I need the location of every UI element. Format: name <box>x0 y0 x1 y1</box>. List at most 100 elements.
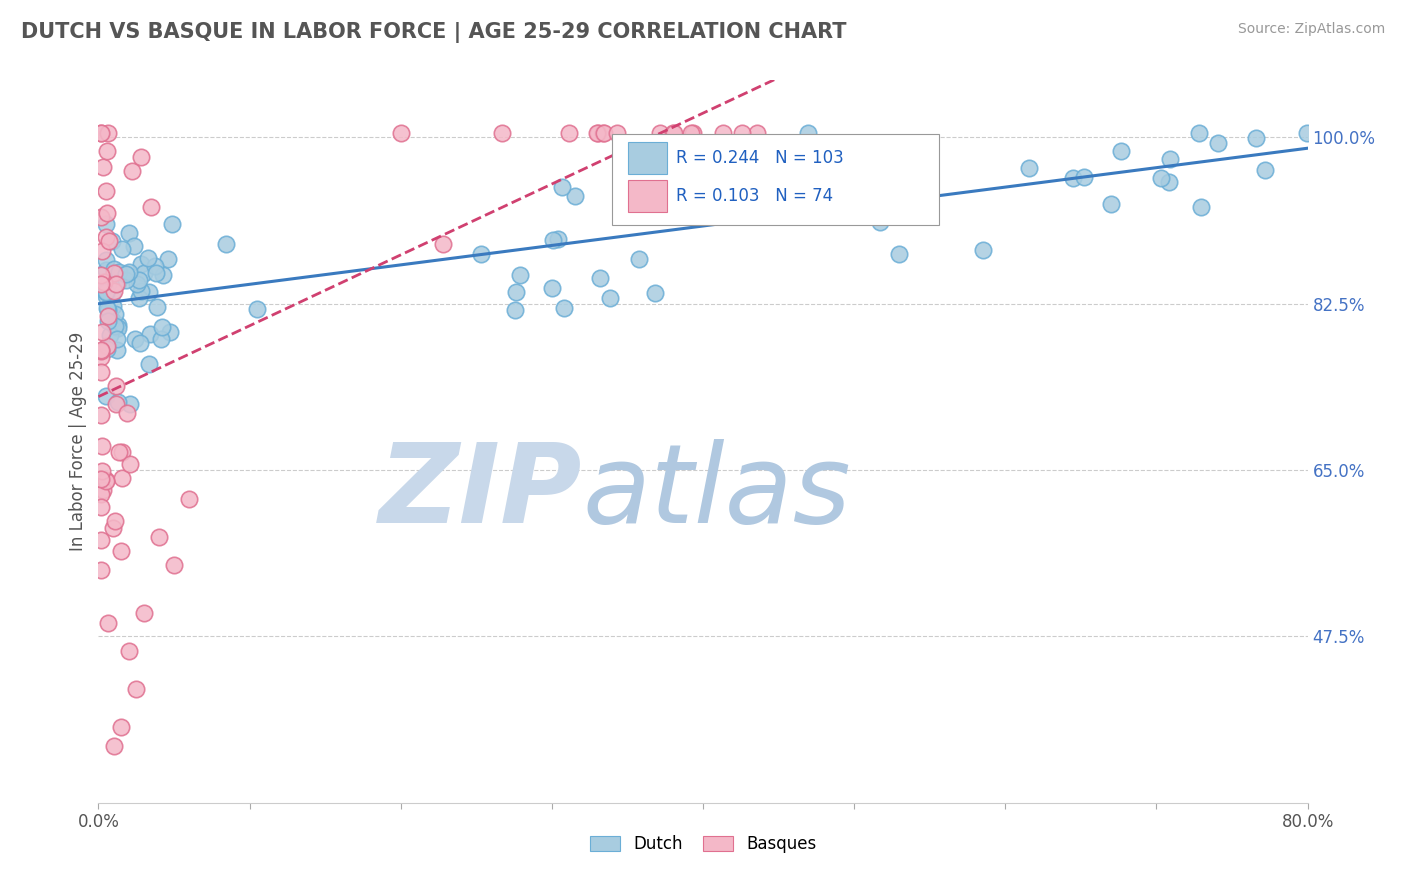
Point <box>111 444 134 458</box>
Point <box>179 491 201 506</box>
Point <box>97 314 120 328</box>
Point <box>96 342 118 356</box>
Point <box>432 236 454 251</box>
Point <box>551 179 574 194</box>
Point <box>105 332 128 346</box>
Point <box>91 439 114 453</box>
Point <box>215 236 238 251</box>
Point <box>124 332 146 346</box>
Point <box>110 544 132 558</box>
Point <box>246 301 269 316</box>
Point <box>118 643 141 657</box>
Point <box>491 126 513 140</box>
Point <box>558 126 581 140</box>
Point <box>107 318 129 332</box>
Point <box>90 408 112 422</box>
Point <box>789 195 811 210</box>
Point <box>104 277 127 291</box>
Point <box>94 474 117 488</box>
Legend: Dutch, Basques: Dutch, Basques <box>583 828 823 860</box>
Point <box>94 285 117 300</box>
Point <box>150 332 173 346</box>
Point <box>90 126 112 140</box>
Text: R = 0.103   N = 74: R = 0.103 N = 74 <box>676 187 834 205</box>
Y-axis label: In Labor Force | Age 25-29: In Labor Force | Age 25-29 <box>69 332 87 551</box>
Point <box>1149 171 1171 186</box>
Point <box>138 357 160 371</box>
Point <box>103 521 125 535</box>
Point <box>96 230 118 244</box>
Point <box>91 160 114 174</box>
Point <box>862 176 884 190</box>
Point <box>1244 130 1267 145</box>
Point <box>97 309 120 323</box>
Point <box>1018 161 1040 175</box>
Point <box>146 300 169 314</box>
Point <box>662 184 685 198</box>
Point <box>129 336 152 351</box>
Point <box>389 126 412 140</box>
Point <box>97 616 120 631</box>
Point <box>101 313 124 327</box>
Point <box>763 165 786 179</box>
Point <box>90 350 112 364</box>
Point <box>139 200 162 214</box>
Point <box>98 327 121 342</box>
Point <box>150 320 173 334</box>
Point <box>148 530 170 544</box>
Point <box>662 126 685 140</box>
Point <box>628 252 651 266</box>
Point <box>103 262 125 277</box>
FancyBboxPatch shape <box>613 135 939 225</box>
Point <box>111 242 134 256</box>
Point <box>470 246 492 260</box>
Point <box>103 284 125 298</box>
Point <box>104 307 127 321</box>
Point <box>132 266 155 280</box>
Point <box>1206 136 1229 150</box>
Point <box>128 291 150 305</box>
Point <box>103 266 125 280</box>
Point <box>1099 197 1122 211</box>
Point <box>90 366 112 380</box>
Point <box>90 563 112 577</box>
Point <box>90 325 112 339</box>
Point <box>114 273 136 287</box>
Point <box>1073 170 1095 185</box>
Point <box>124 239 146 253</box>
Point <box>110 720 132 734</box>
Point <box>912 158 935 172</box>
Point <box>105 343 128 357</box>
Point <box>94 275 117 289</box>
Point <box>128 272 150 286</box>
Point <box>593 126 616 140</box>
Point <box>887 247 910 261</box>
Point <box>711 126 734 140</box>
Point <box>1254 162 1277 177</box>
Point <box>96 145 118 159</box>
Point <box>108 265 131 279</box>
Point <box>93 275 115 289</box>
Point <box>111 471 134 485</box>
Point <box>121 164 143 178</box>
Point <box>1189 200 1212 214</box>
Point <box>586 126 609 140</box>
Point <box>129 285 152 299</box>
Point <box>94 289 117 303</box>
FancyBboxPatch shape <box>628 143 666 174</box>
Point <box>1157 175 1180 189</box>
Point <box>97 277 120 292</box>
Point <box>104 514 127 528</box>
Point <box>104 379 127 393</box>
Point <box>679 126 702 140</box>
Point <box>157 252 180 266</box>
Point <box>160 217 183 231</box>
Point <box>103 318 125 333</box>
Point <box>586 126 609 140</box>
Point <box>105 396 128 410</box>
Text: R = 0.244   N = 103: R = 0.244 N = 103 <box>676 149 844 168</box>
Point <box>90 343 112 358</box>
Point <box>108 444 131 458</box>
Point <box>94 285 117 299</box>
Point <box>101 287 124 301</box>
